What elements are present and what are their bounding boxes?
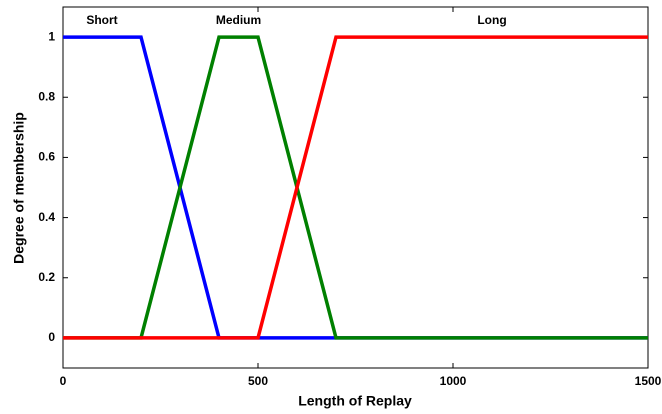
membership-line [63,35,648,340]
x-tick-label: 1500 [635,374,662,388]
x-axis-title: Length of Replay [298,393,412,409]
membership-line [63,35,648,340]
y-tick-label: 1 [48,29,55,43]
y-tick-label: 0.4 [38,210,55,224]
y-tick-label: 0.6 [38,150,55,164]
series-label: Long [477,13,506,27]
y-tick-label: 0.8 [38,89,55,103]
membership-line [63,35,648,340]
plot-frame [62,6,649,369]
y-tick-label: 0 [48,330,55,344]
series-label: Short [86,13,117,27]
x-tick-label: 1000 [440,374,467,388]
x-tick-label: 500 [248,374,268,388]
y-axis-title: Degree of membership [11,112,27,264]
series-label: Medium [216,13,261,27]
y-tick-label: 0.2 [38,270,55,284]
x-tick-label: 0 [60,374,67,388]
